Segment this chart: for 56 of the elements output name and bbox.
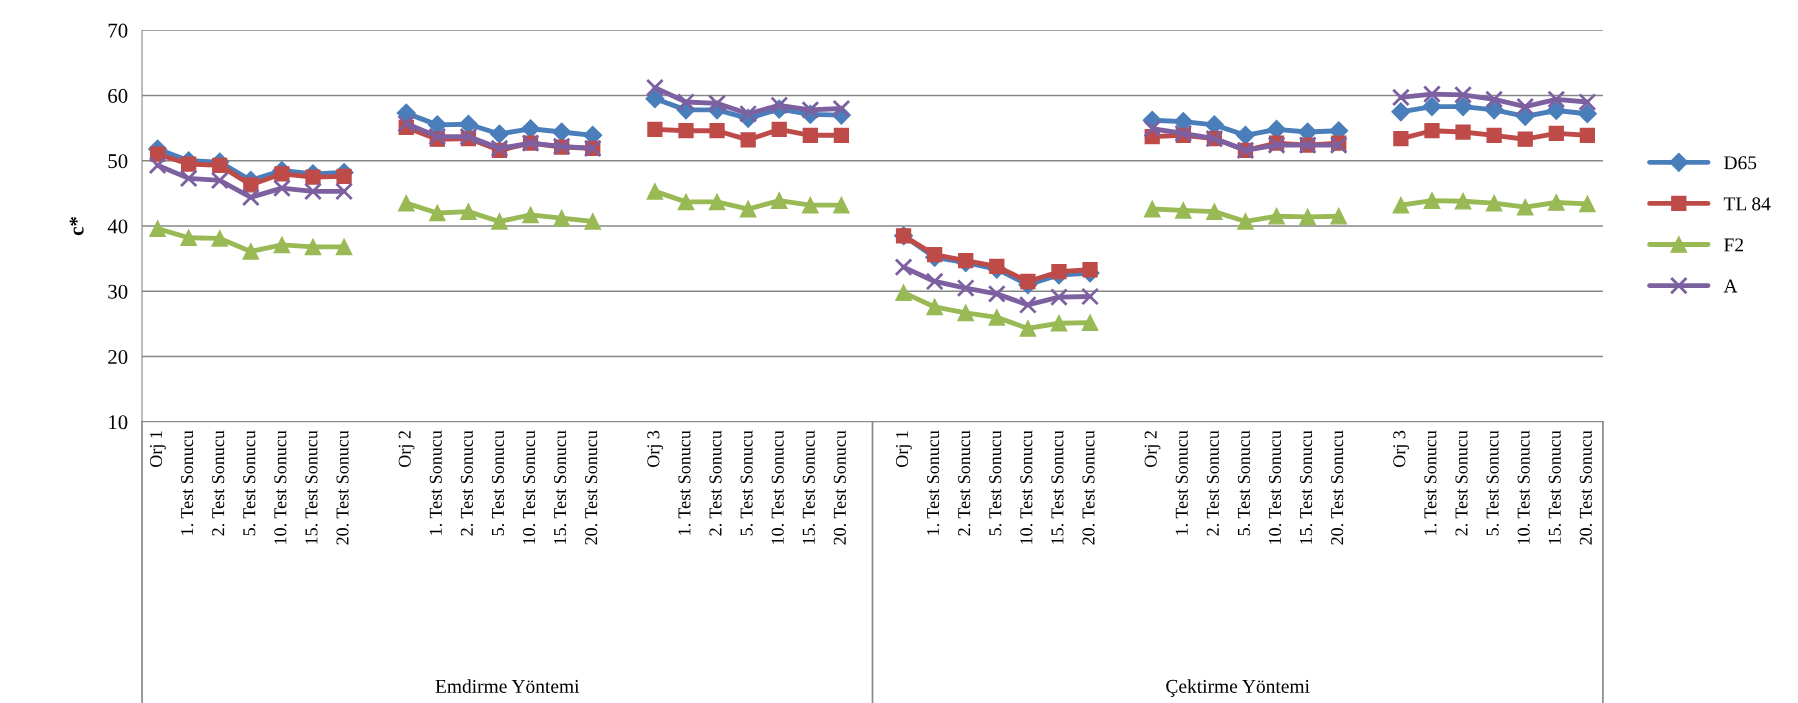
- x-tick-label: 2. Test Sonucu: [709, 430, 722, 536]
- x-tick-label: Orj 2: [1144, 431, 1161, 467]
- x-tick-label: 5. Test Sonucu: [243, 430, 256, 536]
- x-tick-label: 10. Test Sonucu: [522, 430, 536, 544]
- x-tick-label: 1. Test Sonucu: [1175, 430, 1188, 535]
- y-tick-label: 10: [109, 415, 128, 430]
- x-tick-label: Orj 1: [149, 431, 166, 467]
- x-tick-label: 2. Test Sonucu: [460, 430, 474, 536]
- x-tick-label: 2. Test Sonucu: [212, 430, 225, 536]
- x-tick-label: 20. Test Sonucu: [585, 430, 598, 545]
- x-tick-label: 20. Test Sonucu: [1579, 430, 1592, 545]
- x-tick-label: 15. Test Sonucu: [1300, 430, 1313, 544]
- x-tick-label: 1. Test Sonucu: [1424, 430, 1437, 535]
- x-tick-label: 15. Test Sonucu: [1051, 430, 1064, 544]
- x-tick-label: 15. Test Sonucu: [1548, 430, 1561, 544]
- x-tick-label: 10. Test Sonucu: [771, 430, 784, 544]
- x-tick-label: 1. Test Sonucu: [678, 430, 691, 535]
- x-tick-label: Orj 1: [895, 431, 912, 467]
- x-tick-label: 5. Test Sonucu: [491, 430, 505, 536]
- x-tick-label: 1. Test Sonucu: [181, 430, 194, 535]
- x-tick-label: 10. Test Sonucu: [1020, 430, 1033, 544]
- y-tick-label: 70: [108, 23, 128, 38]
- x-tick-label: 10. Test Sonucu: [1517, 430, 1530, 544]
- y-tick-label: 30: [108, 284, 128, 299]
- x-tick-label: 2. Test Sonucu: [1455, 430, 1468, 536]
- x-tick-label: 20. Test Sonucu: [336, 430, 349, 545]
- legend-label: F2: [1724, 238, 1743, 252]
- legend-label: A: [1723, 279, 1738, 293]
- y-tick-label: 60: [108, 88, 128, 103]
- x-tick-label: 20. Test Sonucu: [1331, 430, 1344, 545]
- x-tick-label: 15. Test Sonucu: [305, 430, 318, 544]
- x-tick-label: 5. Test Sonucu: [1486, 430, 1499, 536]
- x-tick-label: 2. Test Sonucu: [958, 430, 971, 536]
- x-tick-label: 15. Test Sonucu: [554, 430, 567, 544]
- x-tick-label: 10. Test Sonucu: [274, 430, 287, 544]
- text: Emdirme Yöntemi: [435, 679, 580, 693]
- x-tick-label: 20. Test Sonucu: [1082, 430, 1095, 545]
- x-tick-label: 1. Test Sonucu: [927, 430, 940, 535]
- x-tick-label: 5. Test Sonucu: [1237, 430, 1251, 536]
- y-tick-label: 40: [107, 219, 128, 234]
- legend-label: TL 84: [1723, 197, 1771, 211]
- x-tick-label: 2. Test Sonucu: [1206, 430, 1219, 536]
- x-tick-label: 5. Test Sonucu: [740, 430, 753, 536]
- x-tick-label: Orj 2: [398, 431, 415, 467]
- x-tick-label: 10. Test Sonucu: [1268, 430, 1282, 544]
- x-tick-label: 15. Test Sonucu: [802, 430, 815, 544]
- x-tick-label: Orj 3: [1393, 430, 1410, 467]
- y-axis-title: c*: [69, 217, 84, 236]
- x-tick-label: Orj 3: [647, 430, 664, 467]
- text: Çektirme Yöntemi: [1166, 679, 1310, 697]
- x-tick-label: 1. Test Sonucu: [429, 430, 442, 535]
- y-tick-label: 20: [108, 349, 128, 364]
- x-tick-label: 20. Test Sonucu: [833, 430, 846, 545]
- legend-label: D65: [1724, 156, 1757, 170]
- x-tick-label: 5. Test Sonucu: [989, 430, 1002, 536]
- y-tick-label: 50: [108, 154, 128, 169]
